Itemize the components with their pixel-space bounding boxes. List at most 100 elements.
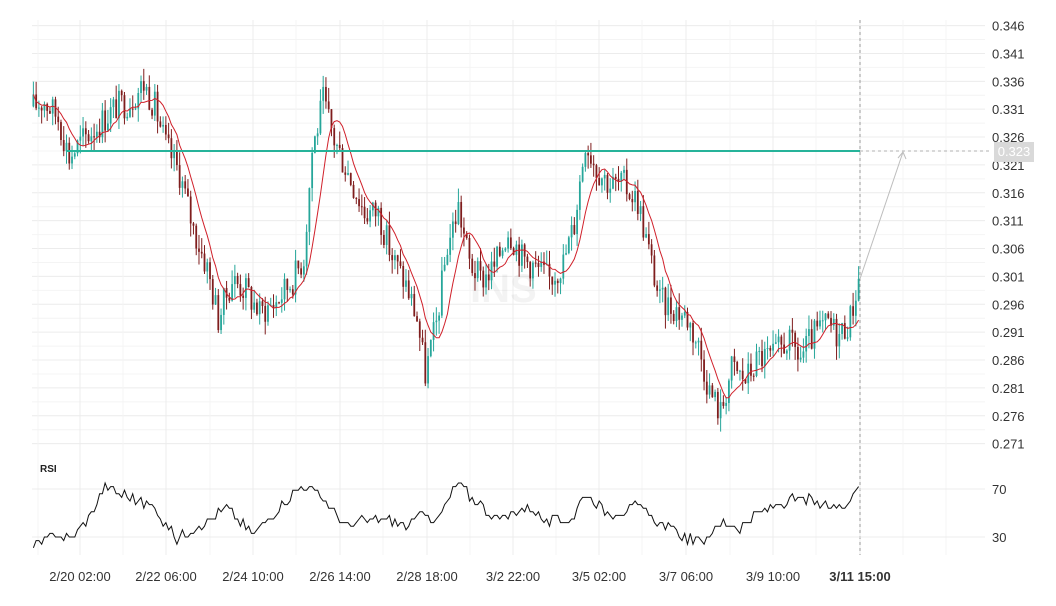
candle-body [703,359,705,382]
candle-body [170,138,173,159]
candle-body [142,81,145,91]
price-tick-label: 0.331 [992,102,1025,117]
candle-body [366,218,369,222]
candle-body [440,270,443,316]
candle-body [554,280,556,285]
rsi-grid-lines [32,488,985,538]
candle-body [788,329,791,351]
candle-body [49,110,51,114]
candle-body [667,297,670,316]
candle-body [156,91,159,122]
candle-body [192,223,195,226]
candle-body [634,191,636,203]
candle-body [377,207,380,217]
candle-body [46,104,49,111]
candle-body [570,225,573,238]
price-tick-label: 0.306 [992,242,1025,257]
candle-body [167,134,170,139]
candle-body [509,237,512,249]
candle-body [504,248,507,251]
candle-body [852,306,854,316]
candle-body [739,370,741,372]
candle-body [774,342,777,344]
candle-body [808,329,810,336]
candle-body [416,316,418,322]
candle-body [532,262,534,279]
candle-body [189,196,192,224]
candle-body [427,356,429,384]
candle-body [565,253,567,255]
candle-body [791,329,794,333]
candle-body [79,136,82,141]
candle-body [84,128,87,135]
candle-body [620,172,623,182]
candle-body [421,337,424,343]
candle-body [410,293,413,299]
candle-body [272,305,275,309]
candle-body [394,255,396,261]
candle-body [614,176,617,179]
candle-body [322,86,325,101]
candle-body [233,275,236,285]
candle-body [799,357,802,360]
candle-body [264,305,267,322]
candle-body [148,86,151,110]
candle-body [675,307,678,321]
price-tick-label: 0.276 [992,409,1025,424]
candle-body [534,262,537,264]
candle-body [736,362,739,372]
candle-body [783,344,785,354]
candle-body [487,274,490,281]
candle-body [371,202,374,211]
candle-body [231,284,233,301]
candle-body [405,280,407,287]
candle-body [206,262,209,272]
candle-body [203,253,206,272]
candle-body [490,261,493,281]
rsi-label: RSI [40,464,57,475]
candle-body [297,260,300,269]
candle-body [145,86,148,91]
candle-body [291,289,294,295]
candle-body [327,101,330,110]
candle-body [556,280,559,284]
candle-body [452,221,454,238]
candle-body [548,263,551,277]
candle-body [62,139,65,152]
candle-body [250,287,253,310]
candle-body [802,351,805,358]
candle-body [813,320,816,349]
candle-body [178,165,181,188]
candle-body [476,261,479,279]
candle-body [300,268,302,275]
candle-body [399,261,402,267]
candle-body [540,261,543,267]
candle-body [537,263,540,267]
candle-body [129,108,131,117]
candle-body [496,246,498,267]
target-price-badge-background [994,141,1034,162]
candle-body [683,312,686,316]
candle-body [587,153,590,156]
candle-body [612,176,614,189]
forecast-arrow [859,151,907,280]
candle-body [672,313,675,321]
time-tick-label: 2/20 02:00 [49,569,110,584]
candle-body [752,375,755,377]
candle-body [245,278,247,298]
rsi-tick-label: 30 [992,530,1006,545]
candle-body [681,315,683,320]
candle-body [107,123,109,131]
candle-body [716,391,719,419]
candle-body [258,301,261,315]
candle-body [60,122,62,140]
candle-body [57,116,60,123]
candle-body [449,237,452,255]
candle-body [465,233,468,239]
candle-body [363,206,366,219]
candle-body [228,297,231,301]
candle-body [413,293,416,317]
price-tick-label: 0.346 [992,19,1025,34]
candle-body [498,246,501,256]
